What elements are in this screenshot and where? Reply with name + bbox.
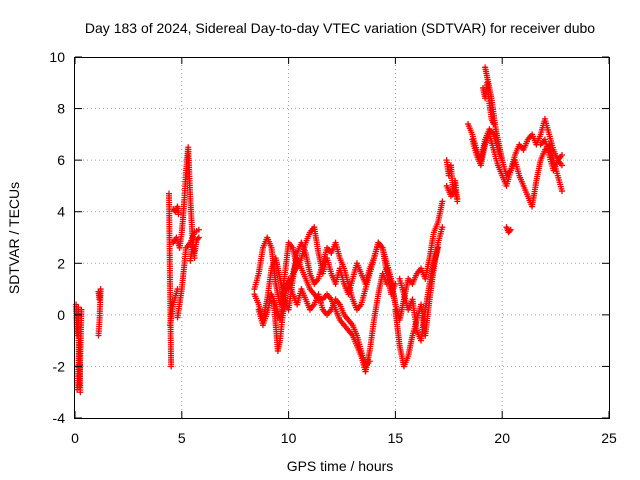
data-point — [507, 226, 514, 233]
y-tick-label: -2 — [53, 358, 66, 374]
data-point — [454, 195, 461, 202]
x-tick-label: 10 — [281, 430, 297, 446]
x-tick-label: 20 — [494, 430, 510, 446]
y-tick-label: 2 — [57, 255, 65, 271]
y-tick-label: 0 — [57, 307, 65, 323]
data-point — [168, 363, 175, 370]
y-tick-label: 4 — [57, 204, 65, 220]
data-point — [559, 162, 566, 169]
data-point — [175, 211, 182, 218]
grid — [75, 57, 609, 418]
data-point — [78, 306, 85, 313]
y-tick-label: 8 — [57, 101, 65, 117]
data-points — [73, 64, 566, 396]
data-point — [77, 389, 84, 396]
chart-title: Day 183 of 2024, Sidereal Day-to-day VTE… — [85, 20, 595, 36]
y-axis-label: SDTVAR / TECUs — [6, 182, 22, 294]
x-tick-label: 15 — [388, 430, 404, 446]
data-point — [499, 157, 506, 164]
x-tick-label: 5 — [178, 430, 186, 446]
data-point — [366, 358, 373, 365]
data-point — [506, 228, 513, 235]
data-point — [559, 151, 566, 158]
y-tick-label: 6 — [57, 152, 65, 168]
data-point — [559, 188, 566, 195]
axis-ticks: 0 5 10 15 20 25 -4 -2 0 2 4 6 8 10 — [49, 49, 617, 446]
plot-frame — [74, 57, 610, 419]
data-point — [195, 226, 202, 233]
y-tick-label: -4 — [53, 410, 66, 426]
data-point — [95, 332, 102, 339]
data-point — [439, 198, 446, 205]
x-axis-label: GPS time / hours — [287, 458, 394, 474]
y-tick-label: 10 — [49, 49, 65, 65]
x-tick-label: 25 — [601, 430, 617, 446]
x-tick-label: 0 — [71, 430, 79, 446]
data-point — [439, 224, 446, 231]
data-point — [195, 234, 202, 241]
data-point — [490, 121, 497, 128]
data-point — [194, 235, 201, 242]
data-point — [435, 244, 442, 251]
